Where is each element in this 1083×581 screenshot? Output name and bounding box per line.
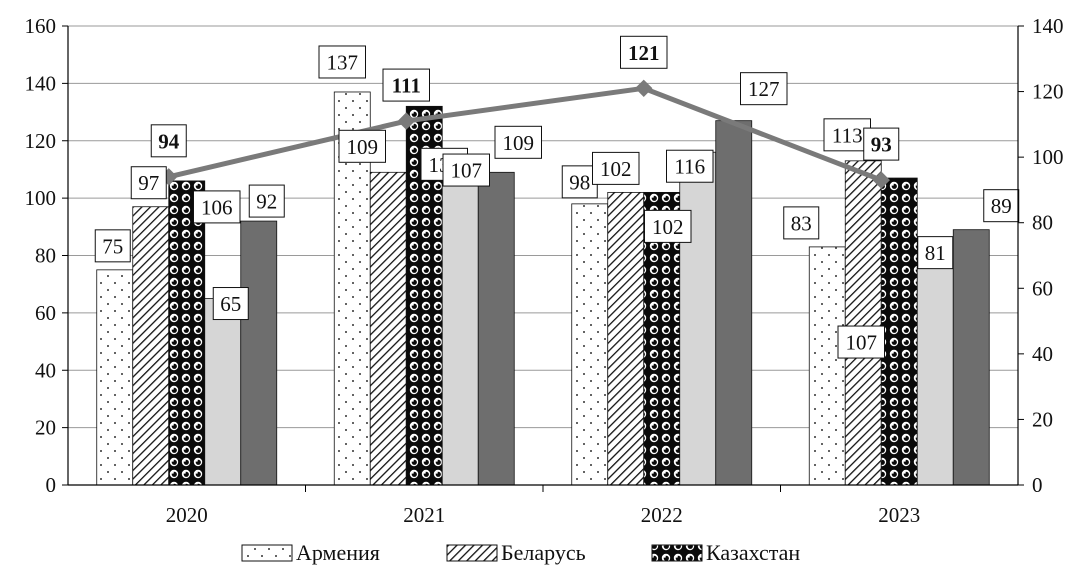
x-axis-category-label: 2022 — [641, 503, 683, 527]
legend-label: Казахстан — [706, 540, 800, 565]
bar-data-label-box — [666, 149, 714, 183]
right-axis-tick-label: 40 — [1032, 342, 1053, 366]
bar-data-label: 109 — [503, 131, 535, 155]
right-axis-tick-label: 20 — [1032, 407, 1053, 431]
line-data-label: 94 — [158, 129, 180, 153]
bar-data-label: 75 — [102, 234, 123, 258]
line-data-label: 93 — [871, 133, 892, 157]
bar-series-3 — [204, 298, 242, 486]
bar-data-label-box — [837, 325, 885, 359]
bar-Беларусь — [132, 206, 170, 486]
bar-data-label: 109 — [347, 135, 379, 159]
bar-series-4 — [240, 220, 278, 486]
bar-data-label-box — [442, 153, 490, 187]
bar-series-4 — [477, 171, 515, 486]
bar-Казахстан — [880, 177, 918, 486]
bar-Казахстан — [168, 180, 206, 486]
x-axis-category-label: 2021 — [403, 503, 445, 527]
left-axis-tick-label: 100 — [25, 186, 57, 210]
bar-data-label: 102 — [652, 215, 684, 239]
x-axis-category-label: 2020 — [166, 503, 208, 527]
line-series-diamond-marker — [397, 112, 415, 130]
bar-Армения — [571, 203, 609, 486]
right-axis-tick-label: 60 — [1032, 276, 1053, 300]
left-axis-tick-label: 60 — [35, 301, 56, 325]
legend-swatch — [241, 544, 293, 562]
bar-data-label-box — [212, 287, 249, 321]
bar-data-label: 92 — [256, 190, 277, 214]
bar-series-3 — [916, 252, 954, 486]
bar-series-3 — [441, 177, 479, 486]
bar-data-label: 102 — [600, 157, 632, 181]
left-axis-tick-label: 0 — [46, 473, 57, 497]
legend-swatch — [651, 544, 703, 562]
bar-data-label: 107 — [451, 159, 483, 183]
right-axis-tick-label: 80 — [1032, 211, 1053, 235]
bar-Беларусь — [844, 160, 882, 486]
bar-data-label-box — [823, 118, 871, 152]
right-axis-tick-label: 0 — [1032, 473, 1043, 497]
bar-Беларусь — [369, 171, 407, 486]
left-axis-tick-label: 140 — [25, 71, 57, 95]
bar-series-3 — [679, 151, 717, 486]
bar-data-label-box — [917, 236, 954, 270]
bar-data-label-box — [983, 189, 1020, 223]
bar-Беларусь — [607, 191, 645, 486]
bar-data-label: 113 — [832, 123, 863, 147]
legend-label: Беларусь — [501, 540, 586, 565]
bar-data-label: 65 — [220, 292, 241, 316]
left-axis-tick-label: 40 — [35, 358, 56, 382]
left-axis-tick-label: 20 — [35, 416, 56, 440]
bar-data-label-box — [193, 190, 241, 224]
bar-data-label: 83 — [791, 211, 812, 235]
right-axis-tick-label: 100 — [1032, 145, 1064, 169]
bar-data-label-box — [592, 151, 640, 185]
line-series-path — [168, 85, 883, 183]
bar-data-label: 106 — [201, 195, 233, 219]
bar-data-label-box — [130, 166, 167, 200]
legend-swatch — [446, 544, 498, 562]
bar-data-label: 89 — [991, 194, 1012, 218]
line-data-label-box — [620, 35, 668, 69]
bar-Армения — [808, 246, 846, 486]
bar-data-label: 81 — [925, 241, 946, 265]
left-axis-tick-label: 120 — [25, 129, 57, 153]
bar-data-label-box — [318, 45, 366, 79]
x-axis-category-label: 2023 — [878, 503, 920, 527]
bar-data-label-box — [644, 209, 692, 243]
bar-series-4 — [715, 120, 753, 486]
right-axis-tick-label: 140 — [1032, 14, 1064, 38]
right-axis-tick-label: 120 — [1032, 80, 1064, 104]
bar-data-label: 127 — [748, 77, 780, 101]
line-series-diamond-marker — [635, 79, 653, 97]
bar-data-label-box — [248, 184, 285, 218]
line-data-label-box — [382, 68, 430, 102]
line-data-label: 111 — [392, 74, 421, 98]
bar-data-label-box — [338, 129, 386, 163]
bar-data-label-box — [783, 206, 820, 240]
bar-data-label-box — [494, 125, 542, 159]
line-data-label: 121 — [628, 41, 660, 65]
bar-data-label-box — [561, 165, 598, 199]
bar-data-label: 98 — [569, 170, 590, 194]
bar-data-label-box — [740, 72, 788, 106]
bar-data-label-box — [94, 229, 131, 263]
bar-Армения — [96, 269, 134, 486]
bar-data-label: 137 — [327, 50, 359, 74]
bar-data-label: 107 — [846, 331, 878, 355]
line-data-label-box — [863, 127, 900, 161]
line-data-label-box — [150, 124, 187, 158]
line-series-diamond-marker — [872, 171, 890, 189]
bar-data-label: 97 — [138, 171, 159, 195]
left-axis-tick-label: 160 — [25, 14, 57, 38]
bar-data-label: 116 — [674, 155, 705, 179]
legend-label: Армения — [296, 540, 380, 565]
bar-series-4 — [952, 229, 990, 486]
left-axis-tick-label: 80 — [35, 244, 56, 268]
